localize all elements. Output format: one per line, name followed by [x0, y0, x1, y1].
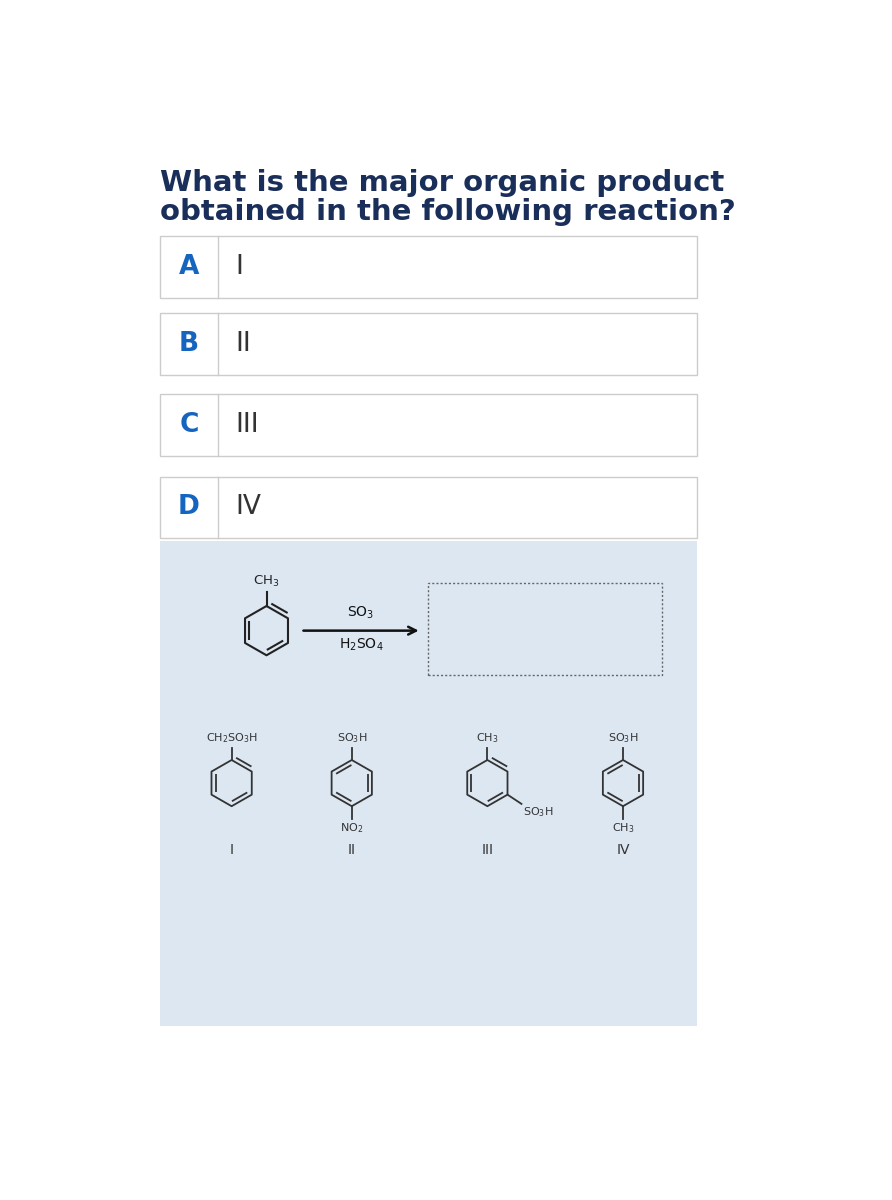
Text: B: B — [179, 331, 199, 358]
Text: H$_2$SO$_4$: H$_2$SO$_4$ — [339, 637, 384, 653]
Text: SO$_3$H: SO$_3$H — [607, 732, 639, 745]
Bar — [160, 236, 697, 298]
Text: NO$_2$: NO$_2$ — [340, 821, 363, 835]
Text: II: II — [235, 331, 252, 358]
Text: D: D — [178, 494, 200, 521]
Text: IV: IV — [616, 844, 630, 857]
Text: A: A — [178, 254, 199, 280]
Text: SO$_3$H: SO$_3$H — [523, 805, 554, 820]
Text: I: I — [235, 254, 244, 280]
Text: CH$_3$: CH$_3$ — [476, 732, 499, 745]
Bar — [160, 540, 697, 1026]
Bar — [427, 583, 662, 676]
Text: III: III — [482, 844, 493, 857]
Text: IV: IV — [235, 494, 261, 521]
Text: CH$_3$: CH$_3$ — [612, 821, 634, 835]
Bar — [160, 313, 697, 374]
Text: SO$_3$: SO$_3$ — [347, 605, 375, 622]
Text: CH$_2$SO$_3$H: CH$_2$SO$_3$H — [206, 732, 258, 745]
Text: I: I — [229, 844, 234, 857]
Text: obtained in the following reaction?: obtained in the following reaction? — [160, 198, 735, 226]
Text: SO$_3$H: SO$_3$H — [336, 732, 367, 745]
Text: CH$_3$: CH$_3$ — [253, 574, 280, 589]
Bar — [160, 476, 697, 539]
Text: C: C — [179, 412, 199, 438]
Text: III: III — [235, 412, 259, 438]
Bar — [160, 395, 697, 456]
Text: What is the major organic product: What is the major organic product — [160, 169, 723, 197]
Text: II: II — [348, 844, 356, 857]
